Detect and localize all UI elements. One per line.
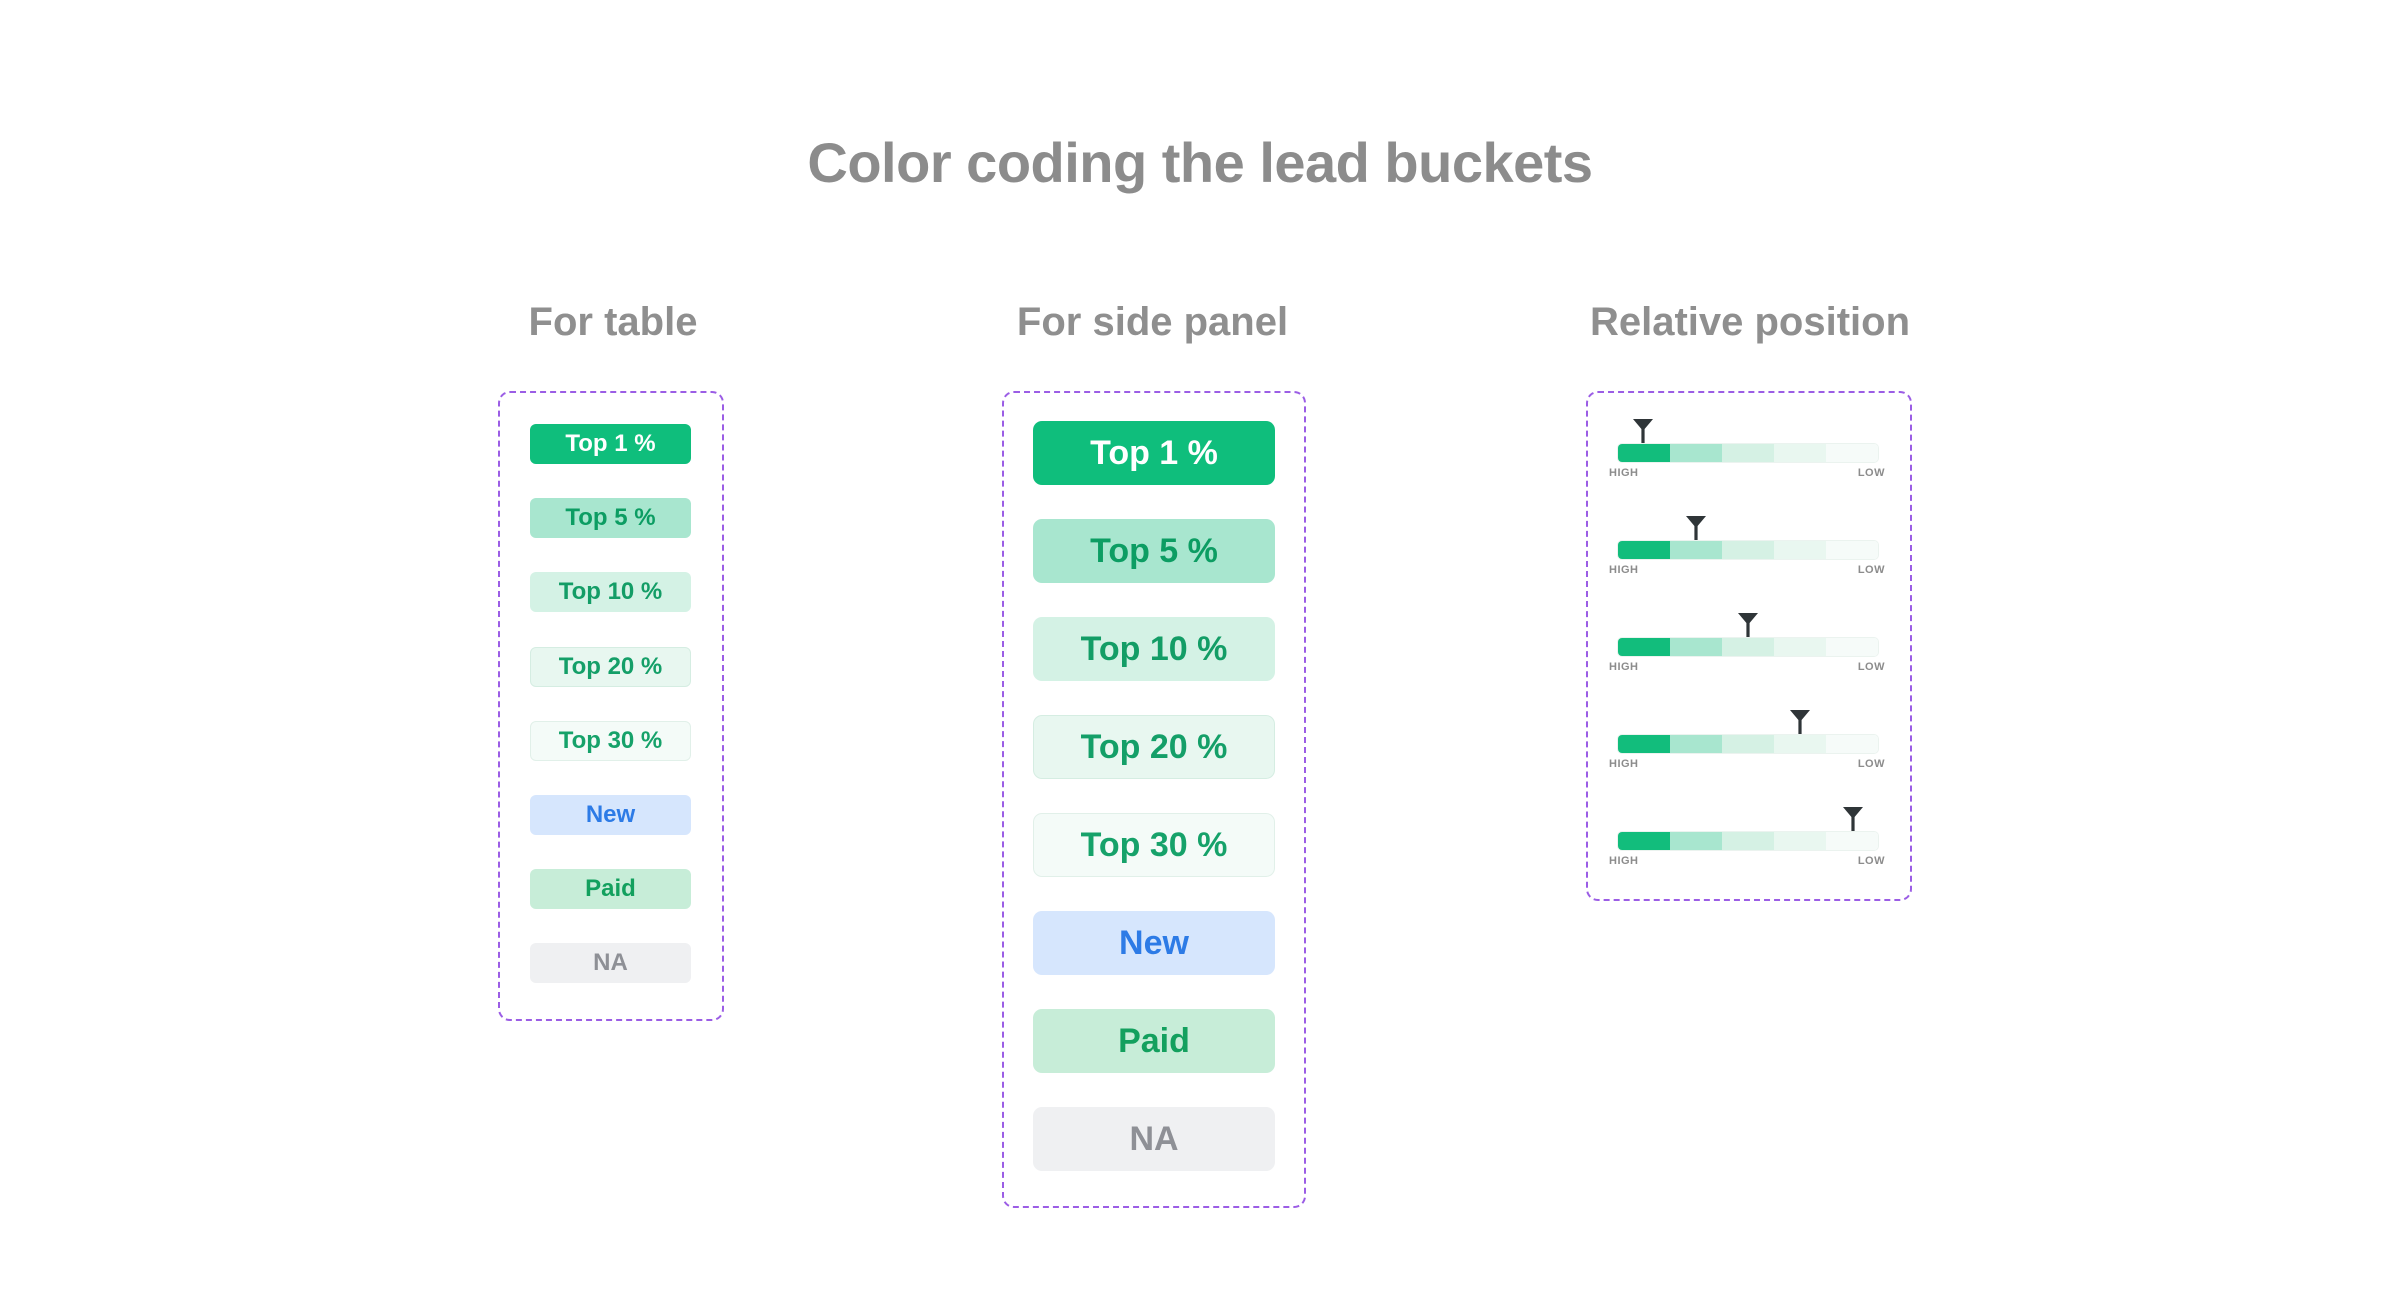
section-title-relative-position: Relative position — [1589, 300, 1911, 344]
side-panel-pill-na: NA — [1033, 1107, 1275, 1171]
position-gauge-4: HIGH LOW — [1609, 708, 1884, 770]
side-panel-pill-frame — [1002, 391, 1306, 1208]
gauge-segment — [1670, 832, 1722, 850]
side-panel-pill-new: New — [1033, 911, 1275, 975]
page-title: Color coding the lead buckets — [807, 131, 1593, 194]
gauge-low-label: LOW — [1857, 467, 1885, 479]
gauge-low-label: LOW — [1857, 855, 1885, 867]
gauge-segment — [1774, 638, 1826, 656]
side-panel-pill-top5: Top 5 % — [1033, 519, 1275, 583]
gauge-segment — [1670, 735, 1722, 753]
position-gauge-1: HIGH LOW — [1609, 417, 1884, 479]
table-pill-top5: Top 5 % — [530, 498, 691, 538]
gauge-bar — [1617, 734, 1879, 754]
side-panel-pill-top1: Top 1 % — [1033, 421, 1275, 485]
gauge-segment — [1774, 541, 1826, 559]
gauge-high-label: HIGH — [1609, 855, 1639, 867]
gauge-high-label: HIGH — [1609, 467, 1639, 479]
position-gauge-5: HIGH LOW — [1609, 805, 1884, 867]
relative-position-frame — [1586, 391, 1912, 901]
table-pill-top10: Top 10 % — [530, 572, 691, 612]
gauge-segment — [1722, 735, 1774, 753]
position-gauge-2: HIGH LOW — [1609, 514, 1884, 576]
funnel-marker-icon — [1842, 805, 1864, 833]
funnel-marker-icon — [1632, 417, 1654, 445]
gauge-bar — [1617, 637, 1879, 657]
section-title-side-panel: For side panel — [1016, 300, 1289, 344]
table-pill-top20: Top 20 % — [530, 647, 691, 687]
gauge-bar — [1617, 831, 1879, 851]
gauge-bar — [1617, 443, 1879, 463]
gauge-segment — [1826, 638, 1878, 656]
table-pill-top1: Top 1 % — [530, 424, 691, 464]
gauge-low-label: LOW — [1857, 661, 1885, 673]
gauge-low-label: LOW — [1857, 564, 1885, 576]
gauge-segment — [1722, 638, 1774, 656]
gauge-high-label: HIGH — [1609, 758, 1639, 770]
gauge-segment — [1774, 735, 1826, 753]
gauge-segment — [1722, 541, 1774, 559]
gauge-low-label: LOW — [1857, 758, 1885, 770]
funnel-marker-icon — [1685, 514, 1707, 542]
funnel-marker-icon — [1789, 708, 1811, 736]
side-panel-pill-paid: Paid — [1033, 1009, 1275, 1073]
table-pill-top30: Top 30 % — [530, 721, 691, 761]
table-pill-na: NA — [530, 943, 691, 983]
table-pill-frame — [498, 391, 724, 1021]
gauge-high-label: HIGH — [1609, 661, 1639, 673]
gauge-segment — [1670, 444, 1722, 462]
gauge-segment — [1826, 735, 1878, 753]
gauge-segment — [1618, 541, 1670, 559]
side-panel-pill-top10: Top 10 % — [1033, 617, 1275, 681]
gauge-segment — [1670, 638, 1722, 656]
gauge-segment — [1774, 832, 1826, 850]
gauge-segment — [1722, 444, 1774, 462]
side-panel-pill-top20: Top 20 % — [1033, 715, 1275, 779]
gauge-segment — [1774, 444, 1826, 462]
gauge-bar — [1617, 540, 1879, 560]
gauge-segment — [1618, 832, 1670, 850]
gauge-segment — [1826, 444, 1878, 462]
gauge-segment — [1826, 832, 1878, 850]
table-pill-paid: Paid — [530, 869, 691, 909]
gauge-high-label: HIGH — [1609, 564, 1639, 576]
gauge-segment — [1722, 832, 1774, 850]
section-title-table: For table — [528, 300, 698, 344]
position-gauge-3: HIGH LOW — [1609, 611, 1884, 673]
gauge-segment — [1618, 638, 1670, 656]
gauge-segment — [1670, 541, 1722, 559]
funnel-marker-icon — [1737, 611, 1759, 639]
gauge-segment — [1618, 735, 1670, 753]
table-pill-new: New — [530, 795, 691, 835]
gauge-segment — [1618, 444, 1670, 462]
side-panel-pill-top30: Top 30 % — [1033, 813, 1275, 877]
gauge-segment — [1826, 541, 1878, 559]
